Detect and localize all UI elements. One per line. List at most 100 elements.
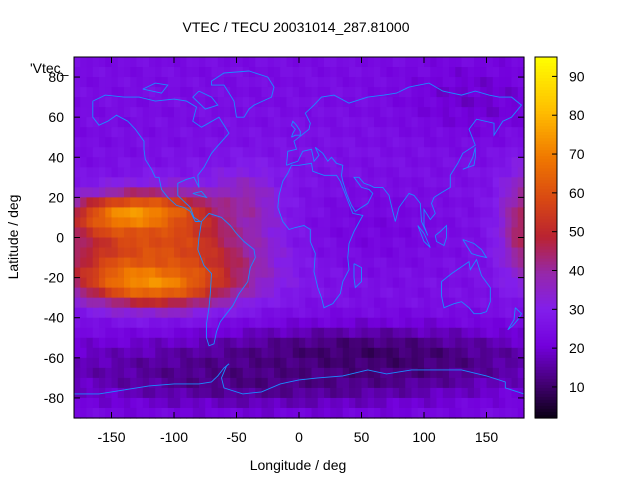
heatmap-cell xyxy=(411,117,419,128)
heatmap-cell xyxy=(324,247,331,259)
heatmap-cell xyxy=(317,367,325,379)
heatmap-cell xyxy=(99,177,106,188)
heatmap-cell xyxy=(249,267,256,279)
heatmap-cell xyxy=(205,277,213,289)
heatmap-cell xyxy=(242,187,250,198)
heatmap-cell xyxy=(124,177,131,188)
heatmap-cell xyxy=(361,157,369,168)
heatmap-cell xyxy=(386,167,394,178)
heatmap-cell xyxy=(261,267,269,279)
heatmap-cell xyxy=(217,197,225,209)
heatmap-cell xyxy=(424,377,431,389)
coastline xyxy=(441,258,491,315)
heatmap-cell xyxy=(405,317,413,329)
heatmap-cell xyxy=(230,87,238,98)
heatmap-cell xyxy=(511,397,519,409)
heatmap-cell xyxy=(280,387,288,399)
heatmap-cell xyxy=(105,167,113,178)
heatmap-cell xyxy=(442,397,450,409)
colorbar-segment xyxy=(535,267,557,272)
heatmap-cell xyxy=(286,57,294,68)
heatmap-cell xyxy=(311,157,319,168)
heatmap-cell xyxy=(430,127,438,138)
heatmap-cell xyxy=(99,97,106,108)
heatmap-cell xyxy=(124,247,131,259)
heatmap-cell xyxy=(492,87,500,98)
heatmap-cell xyxy=(186,297,194,309)
heatmap-cell xyxy=(224,57,231,68)
heatmap-cell xyxy=(155,217,163,229)
heatmap-cell xyxy=(480,337,488,349)
heatmap-cell xyxy=(492,377,500,389)
heatmap-cell xyxy=(199,227,206,239)
heatmap-cell xyxy=(236,107,244,118)
heatmap-cell xyxy=(480,377,488,389)
heatmap-cell xyxy=(242,167,250,178)
heatmap-cell xyxy=(324,227,331,239)
heatmap-cell xyxy=(86,267,94,279)
colorbar-segment xyxy=(535,168,557,172)
colorbar-segment xyxy=(535,171,557,175)
heatmap-cell xyxy=(411,317,419,329)
heatmap-cell xyxy=(130,287,138,299)
heatmap-cell xyxy=(330,257,338,269)
heatmap-cell xyxy=(286,187,294,198)
heatmap-cell xyxy=(474,317,481,329)
heatmap-cell xyxy=(167,297,175,309)
heatmap-cell xyxy=(461,227,469,239)
heatmap-cell xyxy=(499,257,506,269)
heatmap-cell xyxy=(117,277,125,289)
heatmap-cell xyxy=(324,67,331,78)
heatmap-cell xyxy=(417,237,425,249)
heatmap-cell xyxy=(211,317,219,329)
heatmap-cell xyxy=(486,187,494,198)
heatmap-cell xyxy=(336,317,344,329)
heatmap-cell xyxy=(474,197,481,209)
heatmap-cell xyxy=(442,367,450,379)
heatmap-cell xyxy=(511,267,519,279)
heatmap-cell xyxy=(149,257,156,269)
heatmap-cell xyxy=(480,137,488,148)
heatmap-cell xyxy=(149,97,156,108)
heatmap-cell xyxy=(74,367,81,379)
heatmap-cell xyxy=(199,387,206,399)
heatmap-cell xyxy=(342,377,350,389)
heatmap-cell xyxy=(411,267,419,279)
heatmap-cell xyxy=(280,267,288,279)
heatmap-cell xyxy=(399,377,406,389)
heatmap-cell xyxy=(267,397,275,409)
heatmap-cell xyxy=(374,57,381,68)
heatmap-cell xyxy=(180,197,188,209)
heatmap-cell xyxy=(374,137,381,148)
heatmap-cell xyxy=(211,117,219,128)
heatmap-cell xyxy=(305,307,313,319)
heatmap-cell xyxy=(236,297,244,309)
heatmap-cell xyxy=(386,387,394,399)
heatmap-cell xyxy=(105,117,113,128)
heatmap-cell xyxy=(136,237,144,249)
heatmap-cell xyxy=(286,237,294,249)
heatmap-cell xyxy=(74,147,81,158)
heatmap-cell xyxy=(74,87,81,98)
heatmap-cell xyxy=(174,407,181,419)
heatmap-cell xyxy=(80,357,88,369)
heatmap-cell xyxy=(486,327,494,339)
heatmap-cell xyxy=(467,157,475,168)
heatmap-cell xyxy=(142,257,150,269)
heatmap-cell xyxy=(449,367,456,379)
heatmap-cell xyxy=(355,257,363,269)
heatmap-cell xyxy=(224,367,231,379)
heatmap-cell xyxy=(274,107,281,118)
heatmap-cell xyxy=(292,217,300,229)
heatmap-cell xyxy=(92,327,100,339)
heatmap-cell xyxy=(405,227,413,239)
heatmap-cell xyxy=(311,87,319,98)
heatmap-cell xyxy=(174,87,181,98)
heatmap-cell xyxy=(392,127,400,138)
heatmap-cell xyxy=(486,217,494,229)
heatmap-cell xyxy=(274,397,281,409)
heatmap-cell xyxy=(217,87,225,98)
colorbar-segment xyxy=(535,279,557,284)
heatmap-cell xyxy=(130,337,138,349)
colorbar-segment xyxy=(535,204,557,209)
